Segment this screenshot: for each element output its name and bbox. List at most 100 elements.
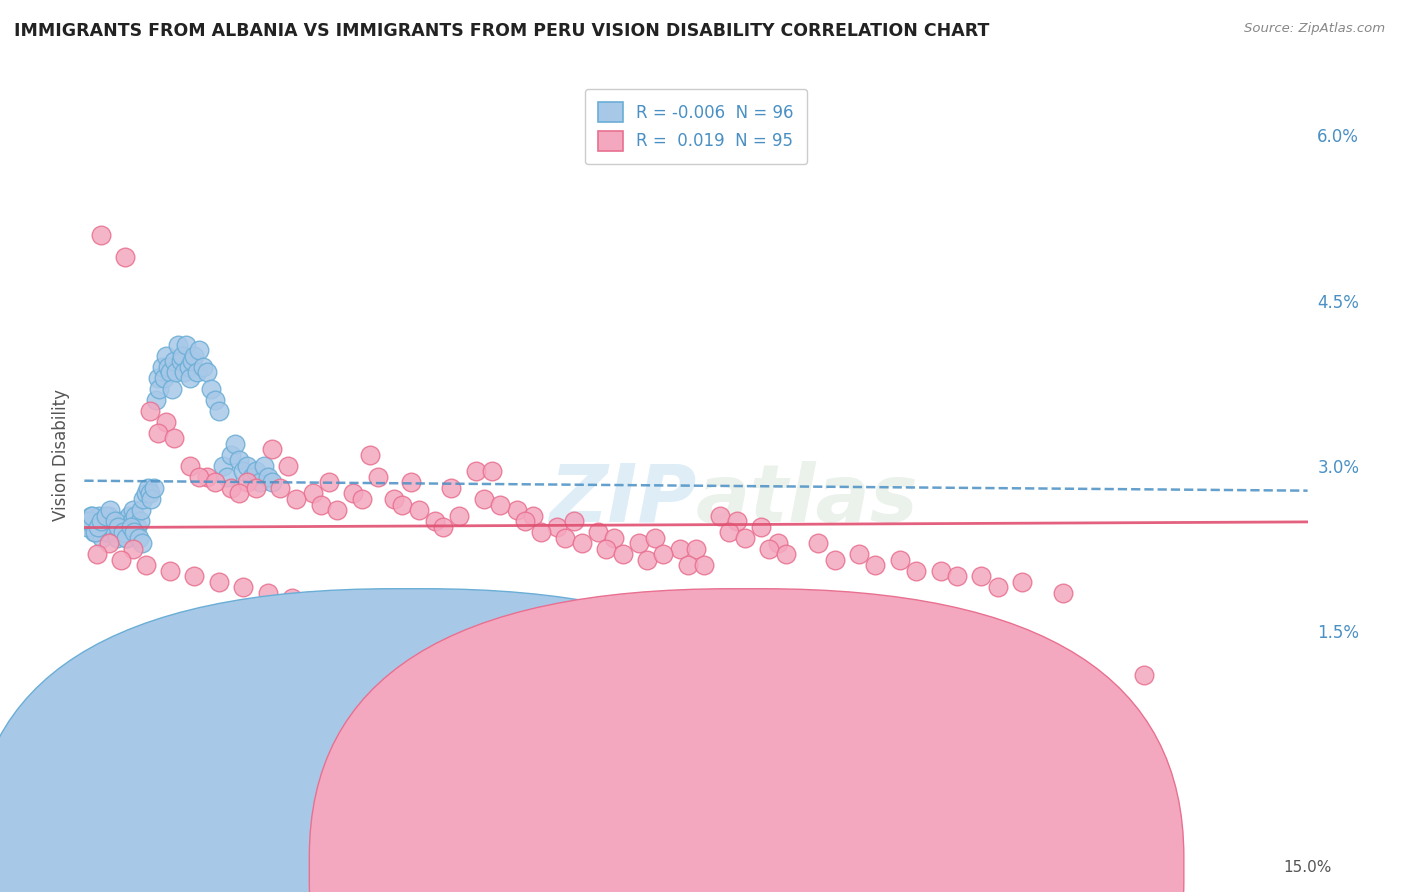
Point — [309, 498, 332, 512]
Point — [1133, 668, 1156, 682]
Point — [93, 514, 115, 528]
Point — [90, 514, 112, 528]
Point — [725, 514, 748, 528]
Point — [269, 635, 291, 649]
Point — [187, 470, 209, 484]
Point — [281, 657, 304, 672]
Point — [717, 524, 740, 539]
Point — [163, 431, 186, 445]
Point — [146, 425, 169, 440]
Point — [124, 508, 146, 523]
Text: Immigrants from Albania: Immigrants from Albania — [429, 862, 619, 876]
Point — [156, 359, 179, 374]
Point — [440, 481, 463, 495]
Point — [127, 519, 149, 533]
Point — [260, 442, 283, 457]
Point — [775, 547, 797, 561]
Point — [153, 371, 176, 385]
Point — [90, 227, 112, 242]
Point — [118, 508, 141, 523]
Point — [104, 524, 127, 539]
Point — [264, 646, 287, 660]
Point — [87, 519, 110, 533]
Point — [80, 508, 103, 523]
Point — [232, 465, 254, 479]
Point — [128, 514, 150, 528]
Point — [165, 365, 187, 379]
Point — [554, 531, 576, 545]
Point — [90, 519, 112, 533]
Point — [120, 519, 142, 533]
Point — [83, 524, 105, 539]
Point — [391, 498, 413, 512]
Point — [408, 503, 430, 517]
Text: ZIP: ZIP — [548, 461, 696, 539]
Point — [987, 580, 1010, 594]
Point — [172, 349, 194, 363]
Point — [464, 465, 486, 479]
Point — [709, 657, 731, 672]
Point — [86, 547, 108, 561]
Point — [103, 514, 125, 528]
Point — [668, 541, 690, 556]
Point — [330, 602, 353, 616]
Point — [273, 613, 295, 627]
Point — [146, 371, 169, 385]
Point — [97, 536, 120, 550]
Point — [382, 491, 405, 506]
Point — [195, 365, 218, 379]
Point — [204, 392, 226, 407]
Text: 0.0%: 0.0% — [65, 860, 104, 874]
Point — [136, 481, 159, 495]
Point — [110, 552, 132, 566]
Point — [693, 558, 716, 573]
Text: 15.0%: 15.0% — [1284, 860, 1331, 874]
Point — [472, 491, 495, 506]
Point — [522, 508, 544, 523]
Point — [240, 470, 263, 484]
Point — [571, 536, 593, 550]
Point — [77, 514, 100, 528]
Point — [186, 365, 208, 379]
Point — [212, 458, 235, 473]
Point — [159, 564, 181, 578]
Point — [586, 524, 609, 539]
Point — [970, 569, 993, 583]
Legend: R = -0.006  N = 96, R =  0.019  N = 95: R = -0.006 N = 96, R = 0.019 N = 95 — [585, 88, 807, 164]
Point — [489, 498, 512, 512]
Point — [177, 359, 200, 374]
Point — [290, 663, 312, 677]
Point — [236, 475, 259, 490]
Point — [142, 481, 165, 495]
Point — [82, 519, 104, 533]
Point — [80, 508, 103, 523]
Point — [183, 569, 205, 583]
Point — [135, 486, 157, 500]
Point — [163, 354, 186, 368]
Point — [277, 458, 299, 473]
Point — [174, 337, 197, 351]
Point — [228, 453, 250, 467]
Point — [367, 470, 389, 484]
Point — [135, 558, 157, 573]
Point — [530, 524, 553, 539]
Point — [195, 470, 218, 484]
Point — [285, 491, 308, 506]
Point — [354, 607, 377, 622]
Point — [513, 514, 536, 528]
Y-axis label: Vision Disability: Vision Disability — [52, 389, 70, 521]
Point — [91, 531, 114, 545]
Point — [204, 475, 226, 490]
Point — [228, 486, 250, 500]
Point — [217, 470, 239, 484]
Point — [905, 564, 928, 578]
Point — [138, 486, 160, 500]
Point — [159, 365, 181, 379]
Point — [449, 508, 471, 523]
Point — [1052, 585, 1074, 599]
Point — [200, 382, 222, 396]
Point — [138, 404, 160, 418]
Point — [253, 458, 276, 473]
Point — [100, 519, 122, 533]
Point — [112, 524, 135, 539]
